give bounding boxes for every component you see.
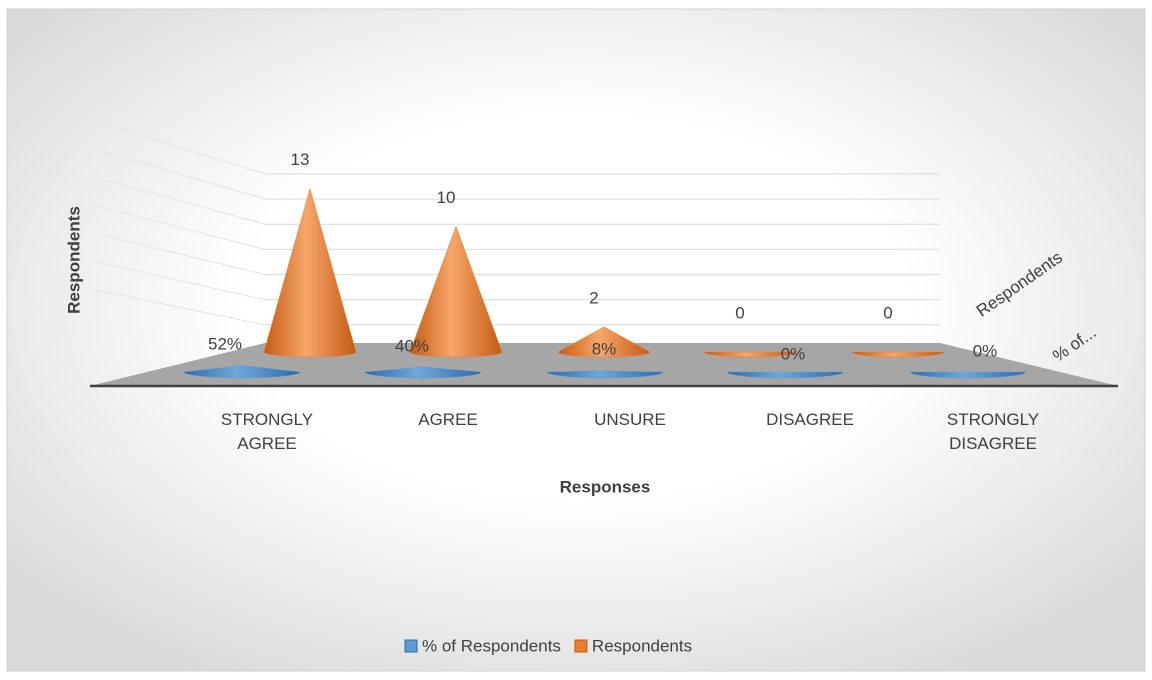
grid-line — [94, 148, 266, 200]
cone — [409, 225, 503, 358]
cone — [557, 326, 651, 358]
legend-label: Respondents — [592, 636, 692, 655]
cone — [851, 351, 945, 358]
cone — [703, 351, 797, 358]
data-label: 13 — [291, 150, 310, 169]
cone — [546, 370, 664, 379]
grid-line — [94, 176, 266, 225]
cone — [183, 365, 301, 379]
cone — [726, 371, 844, 379]
data-label: 0% — [973, 341, 998, 360]
data-label: 0 — [883, 303, 892, 322]
grid-line — [94, 204, 266, 250]
legend-swatch — [404, 639, 418, 653]
y-axis-title: Respondents — [64, 206, 83, 314]
legend-label: % of Respondents — [422, 636, 561, 655]
cone — [263, 187, 357, 358]
grid-line — [94, 261, 266, 301]
x-tick-label: UNSURE — [594, 410, 666, 429]
background — [6, 8, 1146, 672]
legend-swatch — [574, 639, 588, 653]
data-label: 10 — [437, 188, 456, 207]
cone — [909, 371, 1027, 379]
data-label: 2 — [589, 288, 598, 307]
grid-line — [94, 233, 266, 276]
x-axis-title: Responses — [560, 477, 651, 496]
x-tick-label: STRONGLY AGREE — [220, 410, 314, 453]
data-label: 0 — [735, 303, 744, 322]
data-label: 40% — [395, 336, 429, 355]
cone — [364, 366, 482, 379]
data-label: 8% — [592, 339, 617, 358]
back-wall — [94, 120, 940, 326]
x-tick-label: AGREE — [418, 410, 478, 429]
data-label: 0% — [781, 344, 806, 363]
grid-line — [94, 289, 266, 326]
data-label: 52% — [208, 334, 242, 353]
grid-line — [94, 120, 266, 175]
x-tick-label: STRONGLY DISAGREE — [946, 410, 1040, 453]
x-tick-label: DISAGREE — [766, 410, 854, 429]
